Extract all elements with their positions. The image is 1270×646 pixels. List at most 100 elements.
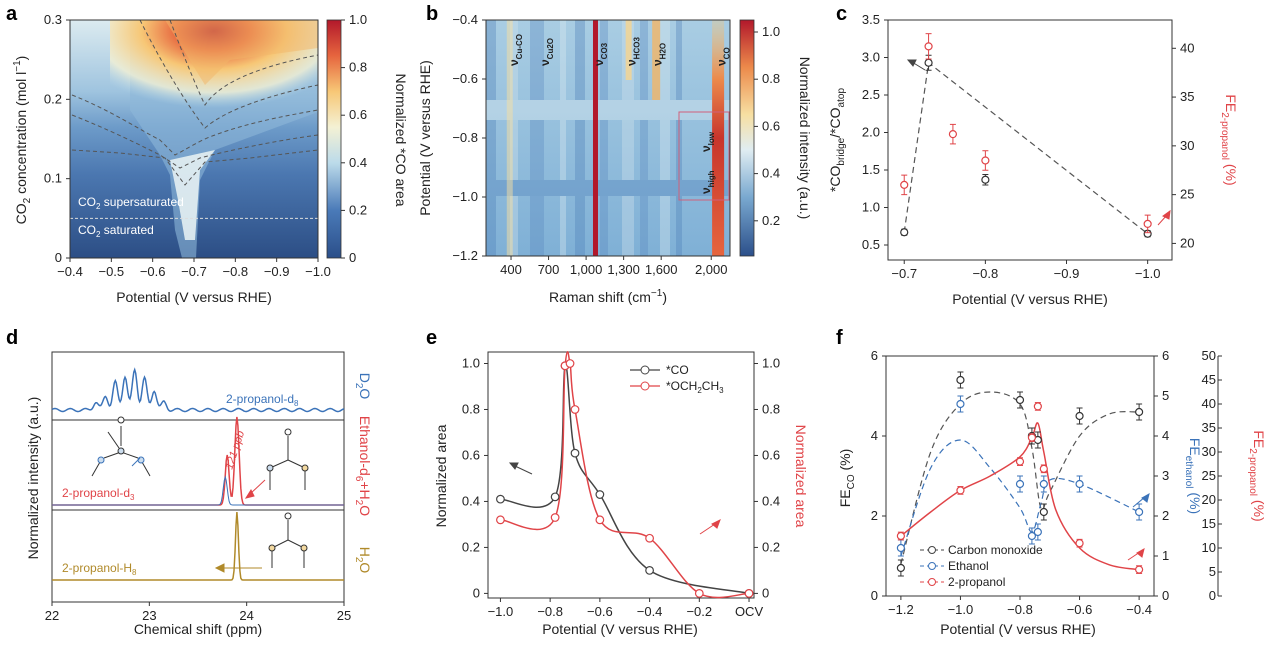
trace-label-d3: 2-propanol-d3 [62, 486, 135, 502]
point-e [550, 513, 560, 522]
arrow-c-right [1157, 209, 1171, 226]
y-axis-e-left: 0 0.2 0.4 0.6 0.8 1.0 [462, 355, 488, 600]
x-axis-d: 22 23 24 25 [45, 602, 351, 623]
x-tick-label-c: −0.7 [891, 266, 917, 281]
legend-label-co: *CO [666, 363, 689, 377]
spectrum-2-propanol-d8 [51, 367, 345, 413]
x-axis-label-b: Raman shift (cm−1) [549, 288, 667, 305]
x-tick-label-a: −0.8 [222, 264, 248, 279]
x-tick-label-c: −1.0 [1135, 266, 1161, 281]
colorbar-a-tick-label: 0.8 [349, 60, 367, 75]
y-tick-label-e-left: 0.8 [462, 401, 480, 416]
x-tick-label-f: −1.2 [888, 602, 914, 617]
point-c-fe [1143, 219, 1152, 229]
x-axis-e: −1.0 −0.8 −0.6 −0.4 −0.2 OCV [488, 598, 764, 619]
plot-c-lines [903, 61, 1149, 235]
y-tick-label-c-left: 2.5 [862, 87, 880, 102]
spectrum-2-propanol-d3-fit [52, 475, 344, 506]
x-axis-label-d: Chemical shift (ppm) [134, 621, 262, 637]
y-tick-label-e-right: 0.4 [762, 493, 780, 508]
y-tick-label-f-right: 25 [1202, 468, 1216, 483]
colorbar-b-ticks: 0.2 0.4 0.6 0.8 1.0 [754, 24, 780, 228]
y-tick-label-f-mid: 6 [1162, 348, 1169, 363]
point-f-ethanol [1135, 507, 1144, 517]
x-tick-label-f: −0.4 [1126, 602, 1152, 617]
y-tick-label-f-right: 5 [1209, 564, 1216, 579]
y-axis-a: 0 0.1 0.2 0.3 [44, 12, 70, 265]
arrow-e-left [508, 462, 533, 475]
point-f-co [956, 375, 965, 385]
y-tick-label-f-mid: 4 [1162, 428, 1169, 443]
trace-label-h8: 2-propanol-H8 [62, 561, 137, 577]
point-f-propanol [896, 531, 905, 541]
x-tick-label-c: −0.8 [973, 266, 999, 281]
solvent-label-h2o: H2O [353, 547, 373, 574]
inset-label-symbol: ν [699, 145, 713, 152]
x-tick-label-b: 1,000 [570, 262, 603, 277]
colorbar-b-label: Normalized intensity (a.u.) [797, 57, 813, 220]
point-e [595, 515, 605, 525]
point-f-co [1135, 407, 1144, 417]
annotation-saturated: CO2 saturated [78, 223, 154, 239]
colorbar-b-tick-label: 0.8 [762, 71, 780, 86]
plot-f-marks [896, 371, 1144, 577]
band-label-sub: CO3 [600, 42, 609, 59]
inset-label-sub: low [707, 131, 716, 145]
colorbar-a-label: Normalized *CO area [393, 73, 409, 206]
plot-area-c [887, 19, 1173, 261]
x-tick-label-e: −0.6 [587, 604, 613, 619]
point-e [570, 405, 580, 414]
x-axis-c: −0.7 −0.8 −0.9 −1.0 [891, 260, 1160, 281]
x-tick-label-a: −0.6 [140, 264, 166, 279]
y-tick-label-e-right: 1.0 [762, 355, 780, 370]
x-tick-label-a: −0.4 [57, 264, 83, 279]
inset-label: νhigh [699, 170, 716, 194]
point-c-fe [900, 180, 909, 189]
x-axis-label-e: Potential (V versus RHE) [542, 621, 698, 637]
point-e [595, 490, 605, 499]
y-tick-label-e-left: 0.6 [462, 447, 480, 462]
legend-label-och2ch3: *OCH2CH3 [666, 379, 724, 395]
panel-e: −1.0 −0.8 −0.6 −0.4 −0.2 OCV 0 0.2 0.4 0.6 0.8 1.0… [433, 351, 809, 637]
y-tick-label-f-right: 10 [1202, 540, 1216, 555]
heatmap-b-texture [486, 20, 730, 256]
point-f-co [1039, 507, 1048, 517]
band-label-symbol: ν [538, 59, 552, 66]
band-label-symbol: ν [624, 59, 638, 66]
y-tick-label-c-left: 1.5 [862, 162, 880, 177]
arrow-d-blue [131, 457, 141, 467]
y-tick-label-b: −1.0 [452, 189, 478, 204]
x-axis-label-c: Potential (V versus RHE) [952, 291, 1108, 307]
y-axis-label-f-mid: FEethanol (%) [1183, 438, 1203, 514]
band-label: νCO3 [592, 42, 609, 66]
y-axis-label-e-right: Normalized area [793, 425, 809, 528]
y-tick-label-f-mid: 3 [1162, 468, 1169, 483]
band-label: νCu2O [538, 38, 555, 66]
colorbar-b-tick-label: 0.4 [762, 166, 780, 181]
y-axis-label-c-left: *CObridge/*COatop [827, 88, 847, 193]
y-axis-label-e-left: Normalized area [433, 424, 449, 527]
arrow-d-gold [214, 563, 262, 573]
y-tick-label-f-right: 35 [1202, 420, 1216, 435]
point-e [496, 515, 505, 525]
point-f-propanol [1027, 433, 1037, 442]
y-tick-label-c-left: 1.0 [862, 200, 880, 215]
point-e [744, 589, 754, 598]
y-axis-f-right: 0 5 10 15 20 25 30 35 40 45 50 [1202, 348, 1222, 603]
colorbar-a-tick-label: 0.4 [349, 155, 367, 170]
y-tick-label-c-left: 0.5 [862, 237, 880, 252]
x-tick-label-d: 23 [142, 608, 156, 623]
band-label-symbol: ν [651, 59, 665, 66]
y-tick-label-c-left: 2.0 [862, 125, 880, 140]
arrow-f-blue [1132, 492, 1150, 508]
colorbar-b-tick-label: 1.0 [762, 24, 780, 39]
y-tick-label-b: −1.2 [452, 248, 478, 263]
x-tick-label-d: 24 [239, 608, 253, 623]
y-tick-label-c-right: 35 [1180, 89, 1194, 104]
x-tick-label-e: OCV [735, 604, 764, 619]
y-tick-label-f-right: 15 [1202, 516, 1216, 531]
colorbar-b [739, 19, 755, 257]
x-axis-f: −1.2 −1.0 −0.8 −0.6 −0.4 [888, 596, 1152, 617]
point-f-ethanol [1033, 527, 1042, 537]
contour-lines-a [71, 19, 319, 186]
